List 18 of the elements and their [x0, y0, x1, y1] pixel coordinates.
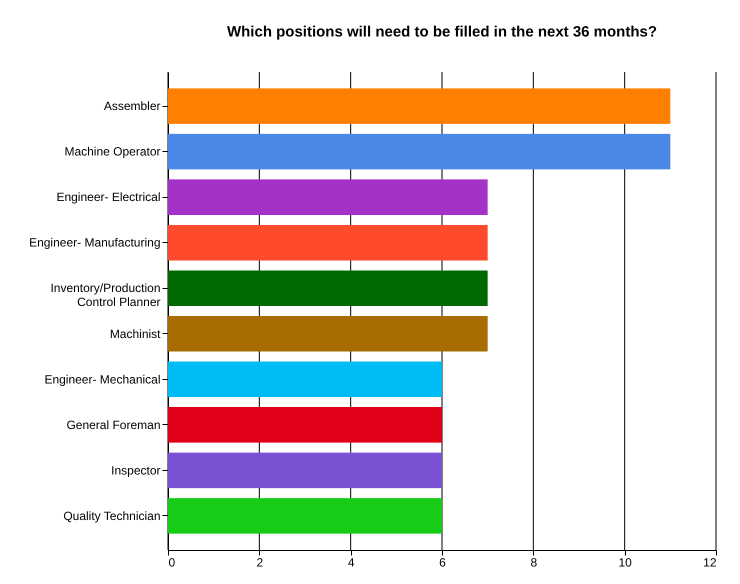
x-tick-label: 8	[530, 556, 538, 570]
chart-title: Which positions will need to be filled in the next 36 months?	[226, 24, 658, 40]
y-tick-label: Machine Operator	[64, 144, 161, 159]
x-tick-label: 2	[256, 556, 264, 570]
y-tick-label: Assembler	[104, 99, 160, 114]
x-tick-label: 10	[618, 556, 632, 570]
y-tick-label: Engineer- Manufacturing	[29, 236, 160, 250]
y-tick-label: Inspector	[111, 463, 161, 478]
x-tick-label: 6	[439, 556, 446, 570]
y-tick-label: Machinist	[110, 326, 162, 341]
x-tick-label: 12	[703, 556, 717, 570]
x-tick-label: 4	[348, 556, 355, 570]
y-tick-label: Quality Technician	[63, 508, 160, 523]
y-tick-label: Engineer- Electrical	[56, 190, 160, 204]
y-tick-label: Engineer- Mechanical	[44, 372, 160, 386]
x-tick-label: 0	[168, 556, 176, 570]
y-tick-label: General Foreman	[66, 418, 160, 432]
y-tick-label: Inventory/Production Control Planner	[50, 281, 160, 310]
